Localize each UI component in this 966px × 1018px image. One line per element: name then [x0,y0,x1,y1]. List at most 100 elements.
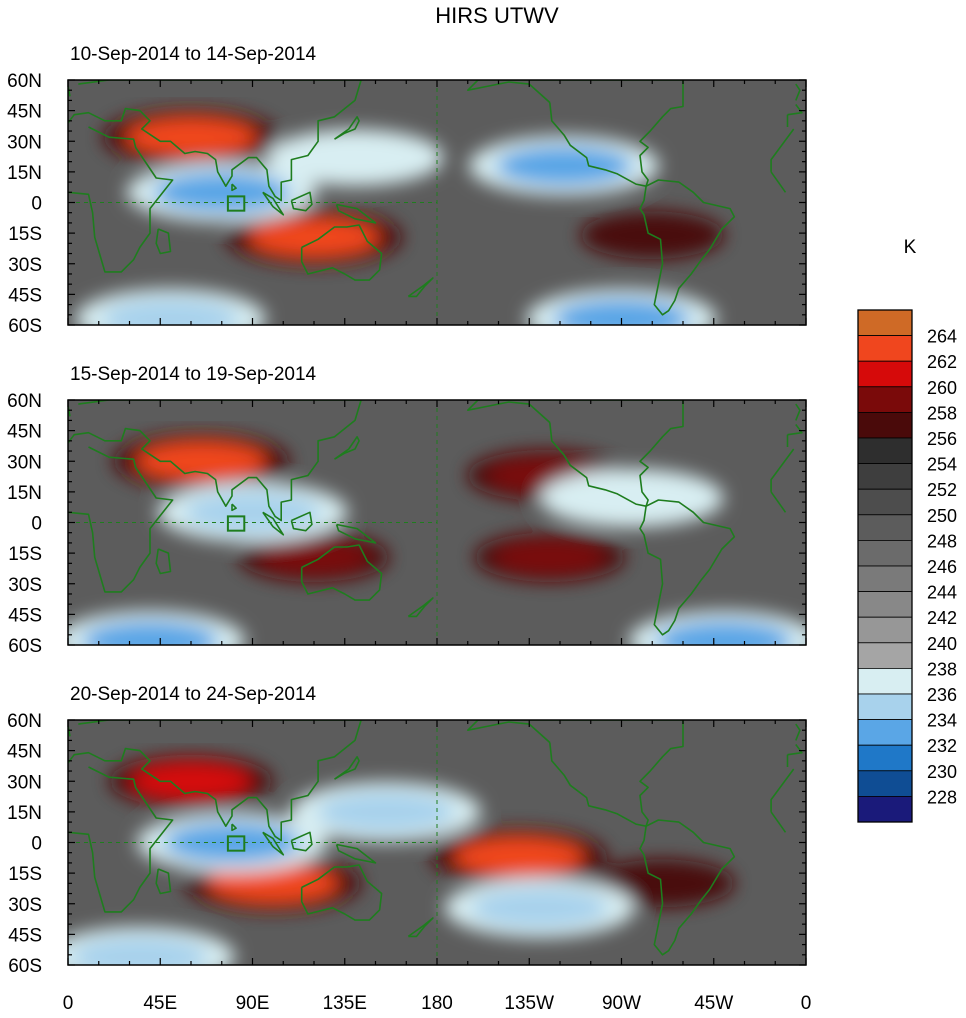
coastline [639,179,736,316]
colorbar-swatch [857,744,913,772]
colorbar-swatch [857,616,913,644]
colorbar: K 228 230 232 234 236 238 240 242 244 246 248 250 25… [857,237,957,823]
colorbar-label: 260 [927,378,957,398]
coastline [466,80,684,187]
field-anomaly [125,117,257,157]
map-panel: 15-Sep-2014 to 19-Sep-2014 60N 45N 30N 15N 0 1… [7,364,807,657]
coastline [262,191,285,216]
colorbar-swatch [857,719,913,746]
coastline [770,171,787,193]
colorbar-unit: K [904,237,917,258]
field-anomaly [130,762,252,800]
coastlines [68,720,803,956]
field-anomaly [471,887,608,928]
x-tick-label: 45W [694,993,733,1013]
panel-ticks [67,399,807,646]
y-tick-label: 0 [31,834,42,855]
field-anomaly [656,620,792,645]
x-tick-label: 45E [143,993,177,1013]
coastline [155,868,172,895]
coastline [300,224,383,281]
coastline [262,831,285,856]
coastline [300,544,383,601]
coastline [262,511,285,536]
field-anomaly [102,298,239,325]
coastline [795,723,801,741]
panel-date-range: 10-Sep-2014 to 14-Sep-2014 [70,44,317,65]
y-tick-label: 15N [7,163,42,184]
coastline [335,843,377,864]
coastline [787,744,803,756]
coastline [335,203,377,224]
y-tick-label: 60N [7,711,42,732]
panel-map-area [68,400,806,645]
y-tick-label: 15N [7,803,42,824]
coastline [407,277,434,298]
field-anomaly [291,138,419,177]
coastline [770,128,795,172]
coastline [334,435,360,460]
colorbar-label: 246 [927,557,957,577]
map-panels: 10-Sep-2014 to 14-Sep-2014 60N 45N 30N 15N 0 1… [7,44,811,1014]
chart-title: HIRS UTWV [435,3,559,28]
coastline [155,228,172,255]
coastline [68,720,362,842]
panel-date-range: 15-Sep-2014 to 19-Sep-2014 [70,364,317,385]
field-anomaly [82,620,218,645]
colorbar-label: 242 [927,608,957,628]
colorbar-swatch [857,463,913,490]
colorbar-label: 240 [927,634,957,654]
colorbar-swatch [857,540,913,567]
field-anomaly [135,441,267,481]
colorbar-swatch [857,411,913,439]
field-blobs [75,108,725,325]
coastline [231,503,237,512]
coastline [290,191,313,212]
colorbar-frame [857,309,913,823]
colorbar-label: 248 [927,531,957,551]
colorbar-label: 230 [927,762,957,782]
x-tick-label: 0 [63,993,74,1013]
panel-ticks [67,719,807,966]
y-tick-label: 15N [7,483,42,504]
coastline [466,720,684,828]
colorbar-label: 236 [927,685,957,705]
colorbar-swatch [857,796,913,823]
x-tick-label: 90E [236,993,270,1013]
y-tick-label: 30S [8,255,42,276]
colorbar-label: 244 [927,583,957,603]
coastline [334,116,360,140]
colorbar-swatch [857,488,913,516]
y-tick-label: 30N [7,452,42,473]
colorbar-swatch [857,565,913,593]
colorbar-label: 262 [927,352,957,372]
y-tick-label: 0 [31,194,42,215]
y-tick-label: 60N [7,71,42,92]
colorbar-label: 250 [927,506,957,526]
field-anomaly [609,866,716,900]
y-tick-label: 45N [7,102,42,123]
x-tick-label: 135W [504,993,554,1013]
field-anomaly [258,540,370,575]
field-blobs [68,433,806,645]
coastline [231,823,237,832]
y-tick-label: 60S [8,316,42,337]
y-tick-label: 15S [8,224,42,245]
y-tick-label: 60N [7,391,42,412]
y-tick-label: 45N [7,422,42,443]
y-tick-label: 45S [8,925,42,946]
coastline [407,597,434,618]
colorbar-label: 232 [927,736,957,756]
coastline [787,424,803,436]
coastline [334,755,360,780]
coastline [155,548,172,575]
y-tick-label: 45S [8,285,42,306]
y-tick-label: 0 [31,514,42,535]
coastline [770,768,795,812]
coastline [231,183,237,192]
coastline [466,400,684,508]
y-tick-label: 30S [8,895,42,916]
field-anomaly [566,478,698,518]
coastline [68,80,362,202]
colorbar-swatch [857,591,913,618]
